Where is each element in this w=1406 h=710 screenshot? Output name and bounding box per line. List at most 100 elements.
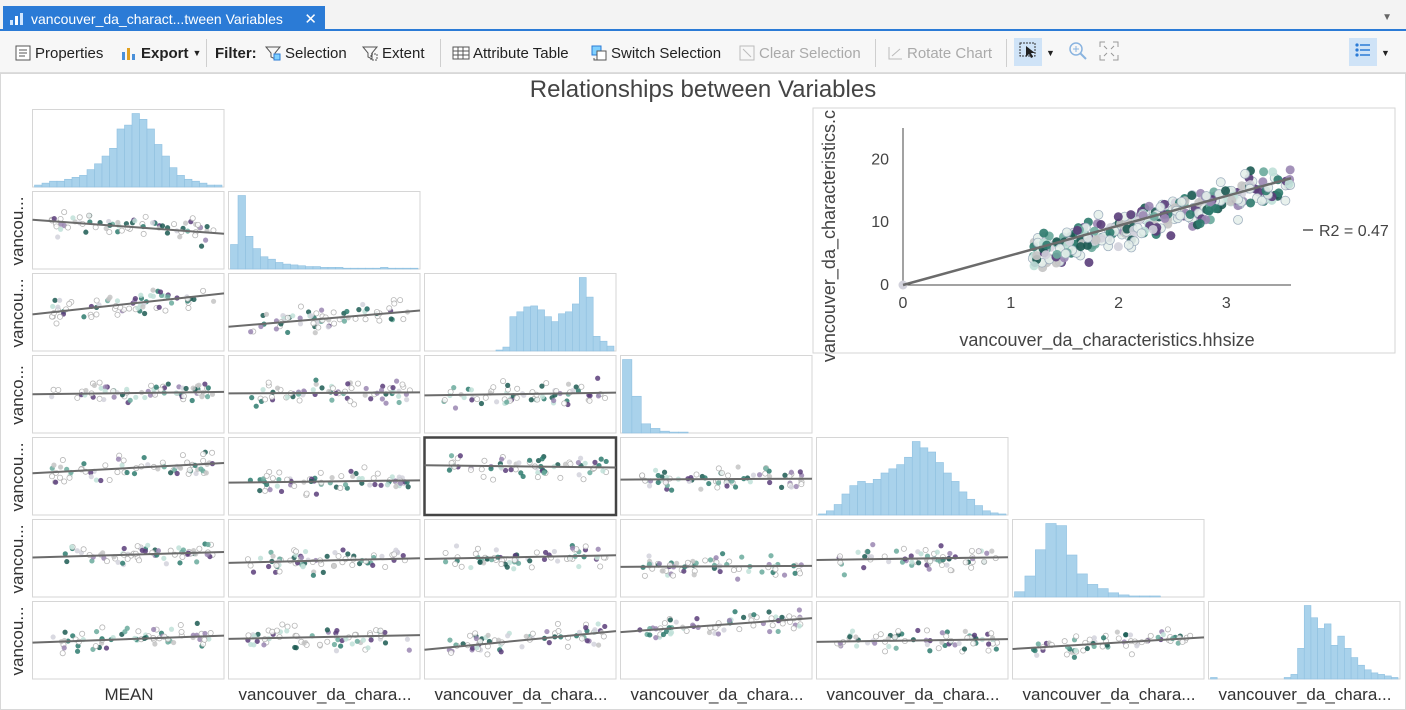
scatter-point [769,622,776,629]
scatter-point [198,466,204,472]
zoom-in-button[interactable] [1068,40,1088,66]
scatter-point [498,649,504,655]
scatter-point [111,394,117,400]
scatter-point [725,472,732,479]
legend-chevron-icon[interactable]: ▼ [1381,48,1390,58]
detail-point [1041,250,1051,260]
histogram-bar [990,512,999,516]
detail-point [1195,219,1205,229]
scatter-point [564,643,571,650]
scatter-point [161,555,167,561]
select-tool-chevron-icon[interactable]: ▼ [1046,48,1055,58]
scatter-point [79,630,86,637]
switch-selection-button[interactable]: Switch Selection [590,40,721,66]
legend-toggle-button[interactable] [1349,38,1377,66]
scatter-point [300,563,306,569]
tab-chart[interactable]: vancouver_da_charact...tween Variables ✕ [3,6,325,31]
scatter-point [106,296,112,302]
scatter-point [837,559,844,566]
clear-selection-button[interactable]: Clear Selection [738,40,861,66]
scatter-point [891,634,898,641]
histogram-bar [297,265,306,270]
scatter-point [194,559,200,565]
chevron-down-icon[interactable]: ▼ [1382,12,1392,23]
scatter-point [511,566,517,572]
scatter-point [662,479,669,486]
histogram-bar [650,428,661,434]
x-variable-label: vancouver_da_chara... [435,685,608,704]
scatter-point [200,457,207,464]
select-tool-button[interactable] [1014,38,1042,66]
scatter-point [1063,651,1070,658]
scatter-point [603,458,609,465]
scatter-point [340,547,346,553]
scatter-point [315,324,322,331]
scatter-point [331,641,338,648]
scatter-point [337,485,344,492]
scatter-matrix-chart[interactable]: Relationships between Variables MEAN vanco… [1,74,1405,709]
scatter-point [934,549,940,555]
x-variable-label: MEAN [104,685,153,704]
scatter-point [641,572,648,579]
scatter-point [302,548,309,555]
scatter-point [265,379,272,386]
scatter-point [1164,626,1171,633]
filter-selection-button[interactable]: Selection [264,40,347,66]
scatter-point [329,475,335,481]
attribute-table-button[interactable]: Attribute Table [452,40,569,66]
histogram-bar [1045,523,1057,598]
scatter-point [324,627,330,633]
toolbar: Properties Export ▼ Filter: Selection Ex… [0,31,1406,73]
scatter-point [691,572,697,578]
scatter-point [893,645,899,651]
trend-line [424,391,617,397]
scatter-point [595,642,602,648]
scatter-point [162,307,169,314]
scatter-point [278,488,285,495]
scatter-point [92,643,99,650]
chart-icon [9,12,25,26]
scatter-point [247,562,254,569]
properties-button[interactable]: Properties [14,40,103,66]
close-icon[interactable]: ✕ [304,10,317,28]
scatter-point [290,313,296,319]
trend-line [32,390,225,396]
scatter-point [151,626,157,633]
scatter-point [202,630,208,637]
scatter-point [915,627,921,634]
scatter-point [870,542,876,548]
scatter-point [740,614,747,620]
scatter-point [855,549,861,555]
export-button[interactable]: Export ▼ [120,40,201,66]
scatter-point [513,394,520,401]
scatter-point [539,394,546,400]
histogram-bar [880,472,890,516]
detail-point [1084,257,1094,267]
scatter-point [249,395,255,401]
histogram-bar [585,296,594,352]
scatter-point [190,385,196,391]
scatter-point [670,572,677,579]
x-variable-label: vancouver_da_chara... [239,685,412,704]
detail-point [1280,195,1291,206]
scatter-point [355,380,362,387]
scatter-point [57,474,64,481]
detail-trend-line [902,177,1292,287]
scatter-point [493,399,500,405]
histogram-bar [101,155,110,188]
scatter-point [273,326,279,332]
filter-extent-button[interactable]: Extent [361,40,425,66]
full-extent-button[interactable] [1098,40,1120,66]
rotate-chart-button[interactable]: Rotate Chart [886,40,992,66]
scatter-point [269,628,276,635]
scatter-point [396,399,402,406]
scatter-point [99,624,106,631]
scatter-cell [32,437,225,516]
scatter-point [57,464,64,470]
scatter-point [555,558,561,564]
scatter-point [293,645,299,651]
histogram-bar [267,258,276,270]
trend-line [228,634,421,640]
scatter-point [244,556,251,563]
scatter-point [245,632,252,639]
